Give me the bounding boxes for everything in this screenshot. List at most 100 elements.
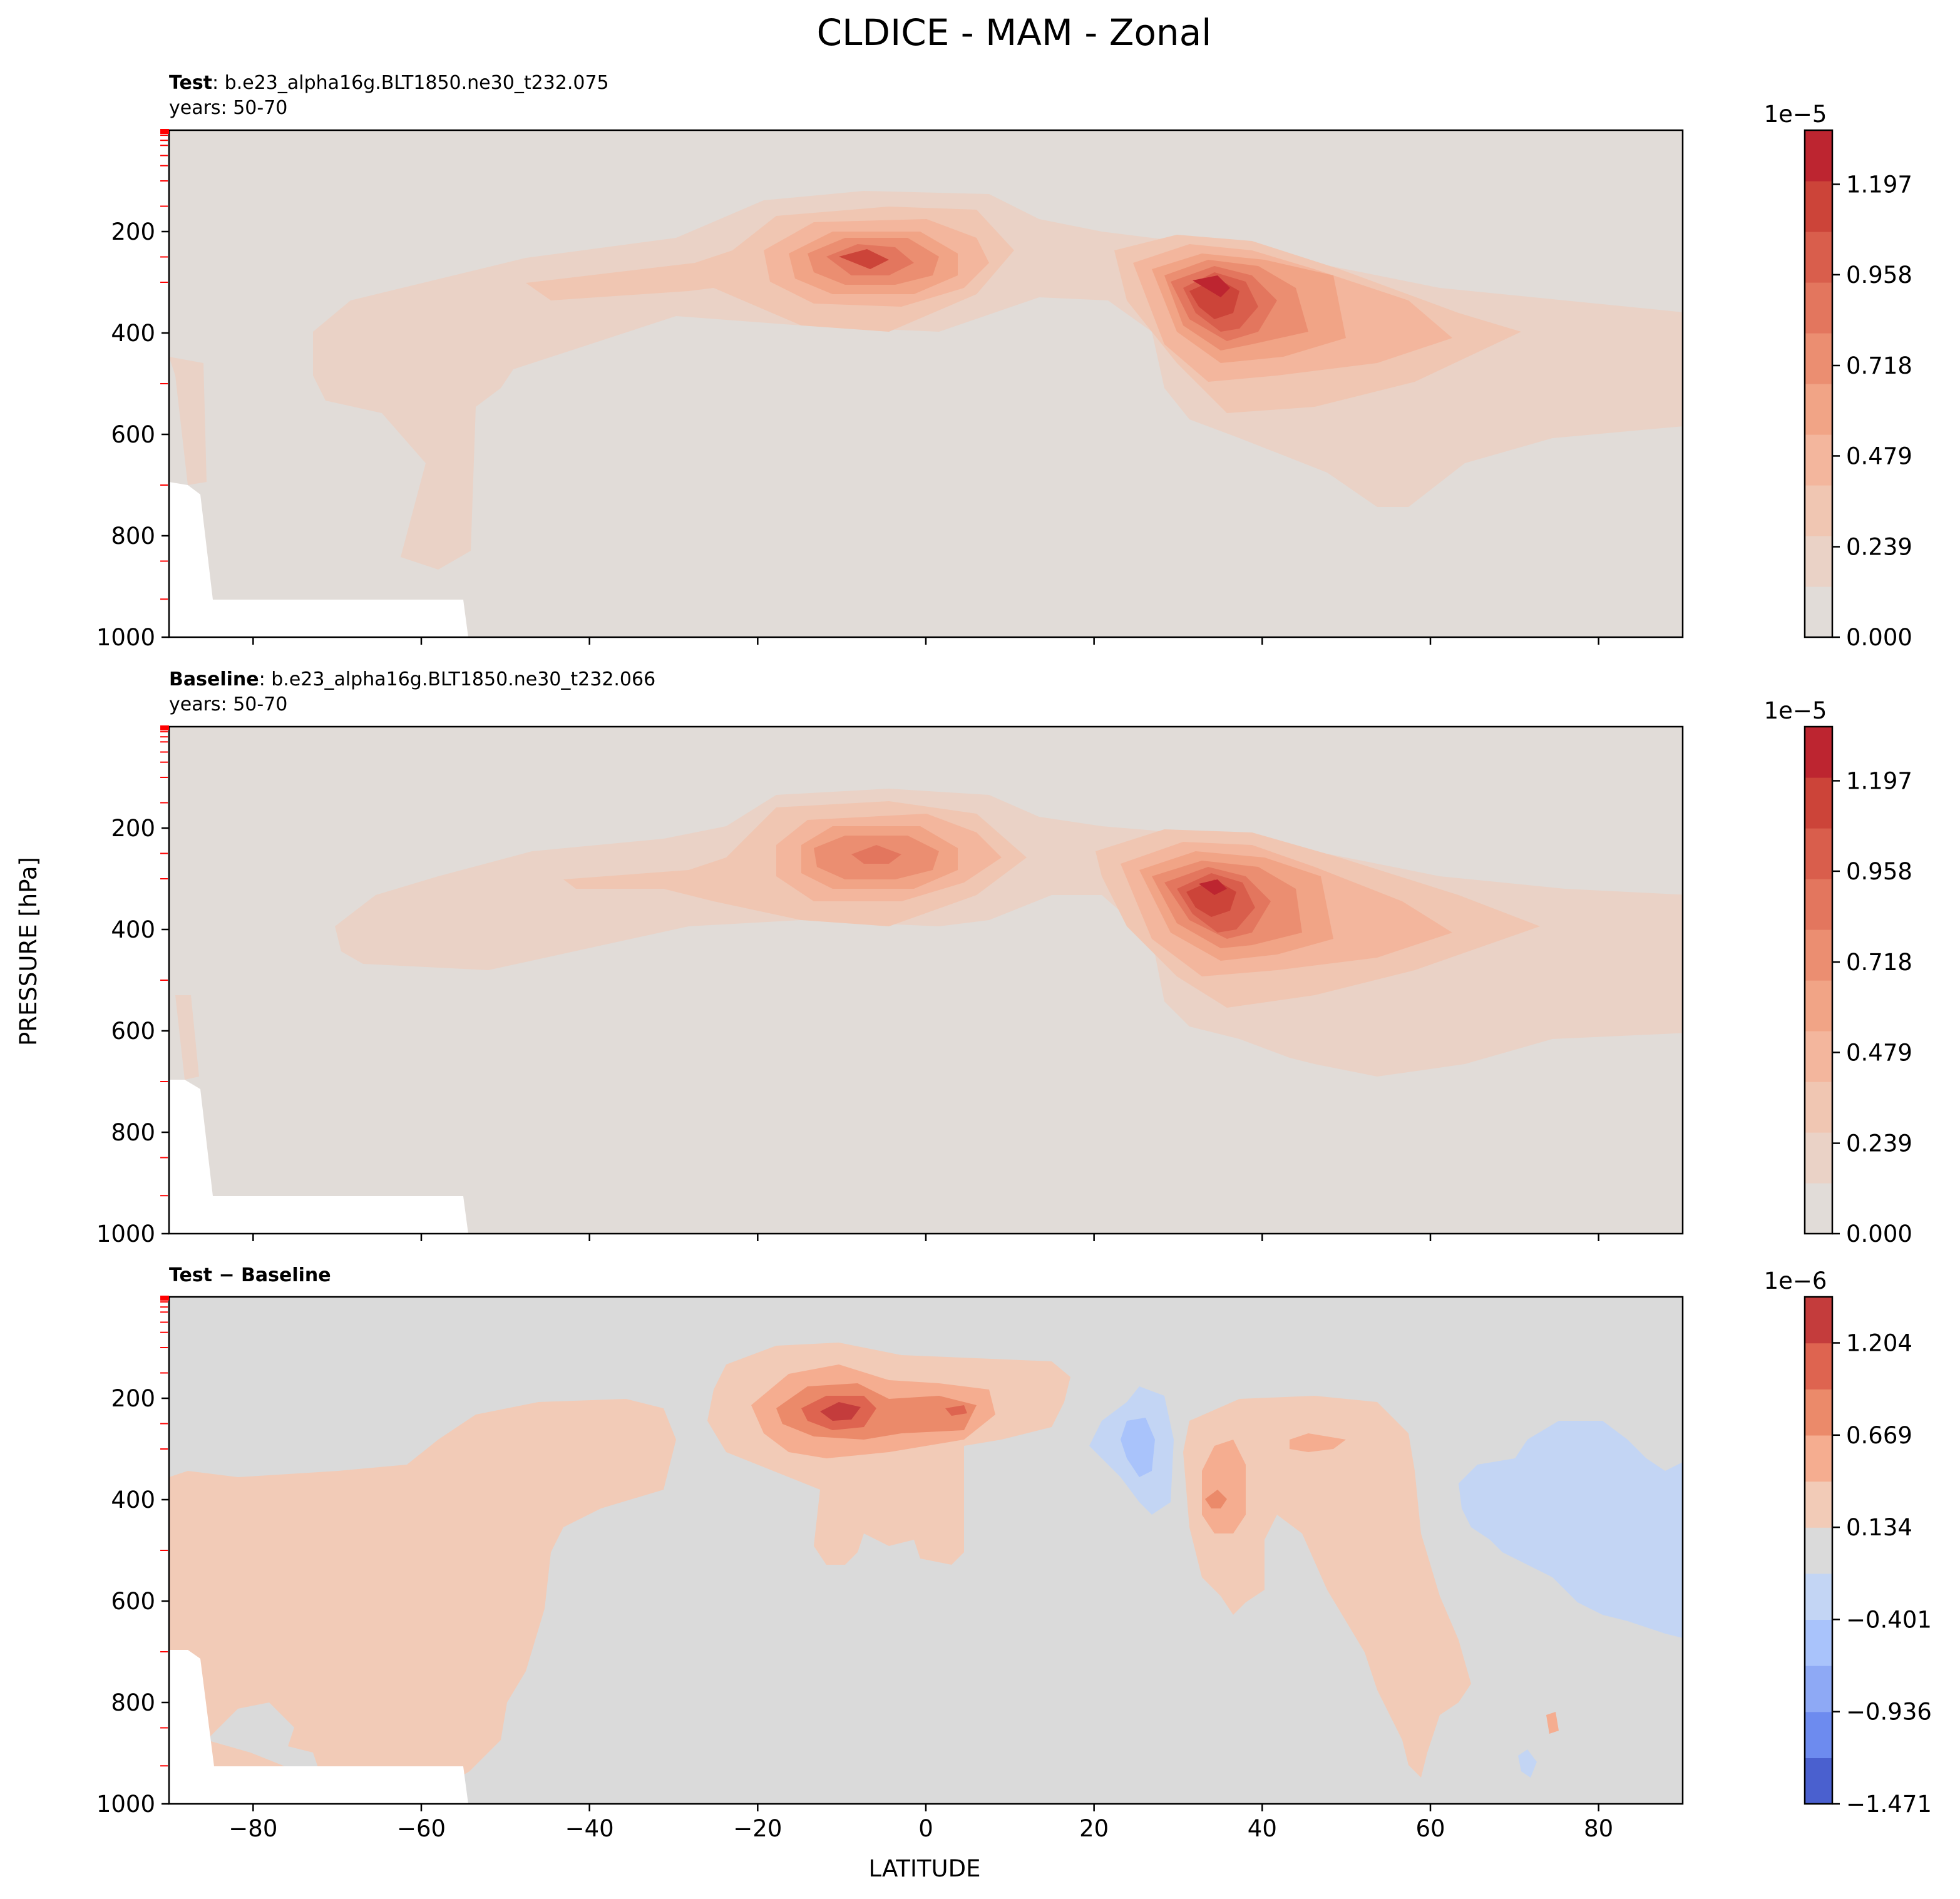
difference-x-tick-label: 60: [1415, 1815, 1445, 1842]
baseline-y-tick-label: 600: [111, 1018, 155, 1045]
difference-small-negative-spot: [1518, 1749, 1537, 1778]
baseline-years: years: 50-70: [169, 694, 287, 715]
baseline-colorbar-tick-label: 0.718: [1846, 949, 1912, 976]
test-colorbar-scale: 1e−5: [1764, 101, 1827, 128]
difference-colorbar-level: [1805, 1573, 1832, 1620]
test-colorbar: 1e−5 0.000 0.239 0.479 0.718 0.958 1.197: [1764, 101, 1912, 651]
difference-nh-positive-region: [1183, 1396, 1471, 1778]
difference-x-tick-label: 80: [1584, 1815, 1613, 1842]
difference-colorbar-level: [1805, 1435, 1832, 1482]
baseline-colorbar-tick-label: 1.197: [1846, 767, 1912, 794]
test-colorbar-level: [1805, 333, 1832, 384]
test-polar-strip: [169, 357, 207, 485]
baseline-y-tick-label: 1000: [96, 1221, 155, 1247]
baseline-colorbar-level: [1805, 980, 1832, 1031]
test-colorbar-tick-label: 0.958: [1846, 262, 1912, 289]
test-colorbar-level: [1805, 232, 1832, 283]
baseline-colorbar-tick-label: 0.479: [1846, 1039, 1912, 1066]
test-colorbar-level: [1805, 485, 1832, 536]
difference-colorbar-tick-label: −1.471: [1846, 1791, 1932, 1818]
difference-nh-positive-level-2: [1202, 1433, 1346, 1533]
difference-x-tick-label: −60: [397, 1815, 446, 1842]
difference-sh-hole: [207, 1702, 319, 1778]
difference-colorbar-level: [1805, 1481, 1832, 1528]
baseline-colorbar-frame: [1804, 725, 1834, 1235]
difference-nh-positive-level-3: [1205, 1490, 1227, 1508]
test-model-level-top: [160, 129, 169, 134]
difference-x-tick-label: −40: [565, 1815, 614, 1842]
test-colorbar-tick-label: 0.000: [1846, 624, 1912, 651]
difference-x-tick-label: −20: [733, 1815, 782, 1842]
difference-below-ground: [169, 1650, 468, 1804]
baseline-below-ground: [169, 1080, 468, 1234]
baseline-colorbar-level: [1805, 1183, 1832, 1234]
test-colorbar-frame: [1804, 129, 1834, 638]
difference-y-tick-label: 200: [111, 1385, 155, 1412]
test-label: Test: b.e23_alpha16g.BLT1850.ne30_t232.0…: [169, 72, 609, 94]
test-colorbar-tick-label: 0.718: [1846, 352, 1912, 379]
baseline-colorbar-scale: 1e−5: [1764, 697, 1827, 724]
difference-panel: Test − Baseline −80 −60 −40 −20 0 20 40 60 80 200…: [96, 1264, 1932, 1842]
baseline-colorbar-level: [1805, 929, 1832, 981]
difference-colorbar-frame: [1804, 1296, 1834, 1805]
test-colorbar-level: [1805, 384, 1832, 435]
test-below-ground: [169, 482, 468, 637]
difference-label: Test − Baseline: [169, 1264, 331, 1286]
baseline-level-6-region: [851, 845, 901, 864]
baseline-colorbar-level: [1805, 879, 1832, 930]
difference-colorbar-level: [1805, 1527, 1832, 1574]
difference-colorbar-level: [1805, 1619, 1832, 1666]
test-colorbar-tick-label: 0.479: [1846, 443, 1912, 469]
difference-colorbar-tick-label: 0.134: [1846, 1514, 1912, 1541]
difference-y-tick-label: 600: [111, 1588, 155, 1615]
test-colorbar-level: [1805, 536, 1832, 587]
test-label-run: : b.e23_alpha16g.BLT1850.ne30_t232.075: [212, 72, 609, 94]
baseline-colorbar-level: [1805, 1132, 1832, 1184]
baseline-polar-strip: [175, 995, 199, 1080]
baseline-y-tick-label: 400: [111, 916, 155, 943]
baseline-colorbar-level: [1805, 828, 1832, 879]
baseline-model-level-top: [160, 725, 169, 730]
baseline-colorbar-tick-label: 0.958: [1846, 858, 1912, 885]
baseline-axis-ticks: 200 400 600 800 1000: [96, 725, 1599, 1247]
test-colorbar-level: [1805, 181, 1832, 232]
difference-contour-field: [169, 1297, 1683, 1804]
difference-colorbar-level: [1805, 1711, 1832, 1758]
test-years: years: 50-70: [169, 97, 287, 119]
test-y-tick-label: 800: [111, 523, 155, 550]
baseline-colorbar-level: [1805, 777, 1832, 829]
difference-tropical-level-5: [820, 1402, 861, 1421]
baseline-level-9-region: [1199, 879, 1227, 895]
y-axis-label: PRESSURE [hPa]: [15, 857, 42, 1046]
baseline-label-bold: Baseline: [169, 668, 259, 690]
baseline-y-tick-label: 800: [111, 1119, 155, 1146]
difference-y-tick-label: 800: [111, 1689, 155, 1716]
difference-colorbar-level: [1805, 1666, 1832, 1712]
test-colorbar-level: [1805, 434, 1832, 486]
test-colorbar-level: [1805, 586, 1832, 638]
baseline-colorbar-level: [1805, 727, 1832, 778]
figure-title: CLDICE - MAM - Zonal: [817, 11, 1212, 54]
test-contour-field: [169, 130, 1683, 637]
difference-x-tick-label: 40: [1248, 1815, 1277, 1842]
difference-arctic-negative-region: [1459, 1421, 1683, 1638]
baseline-label-run: : b.e23_alpha16g.BLT1850.ne30_t232.066: [259, 668, 656, 690]
baseline-label: Baseline: b.e23_alpha16g.BLT1850.ne30_t2…: [169, 668, 655, 690]
baseline-colorbar-level: [1805, 1031, 1832, 1082]
difference-sh-positive-region: [169, 1399, 676, 1804]
test-colorbar-tick-label: 1.197: [1846, 171, 1912, 198]
x-axis-label: LATITUDE: [869, 1855, 981, 1882]
test-colorbar-level: [1805, 282, 1832, 334]
difference-x-tick-label: 20: [1079, 1815, 1109, 1842]
test-label-bold: Test: [169, 72, 212, 94]
difference-colorbar-level: [1805, 1389, 1832, 1436]
difference-colorbar-level: [1805, 1343, 1832, 1390]
difference-x-tick-label: −80: [228, 1815, 277, 1842]
test-axis-ticks: 200 400 600 800 1000: [96, 129, 1599, 651]
baseline-colorbar: 1e−5 0.000 0.239 0.479 0.718 0.958 1.197: [1764, 697, 1912, 1247]
difference-x-tick-label: 0: [918, 1815, 933, 1842]
difference-colorbar-level: [1805, 1758, 1832, 1804]
test-panel: Test: b.e23_alpha16g.BLT1850.ne30_t232.0…: [96, 72, 1912, 651]
baseline-contour-field: [169, 727, 1683, 1234]
